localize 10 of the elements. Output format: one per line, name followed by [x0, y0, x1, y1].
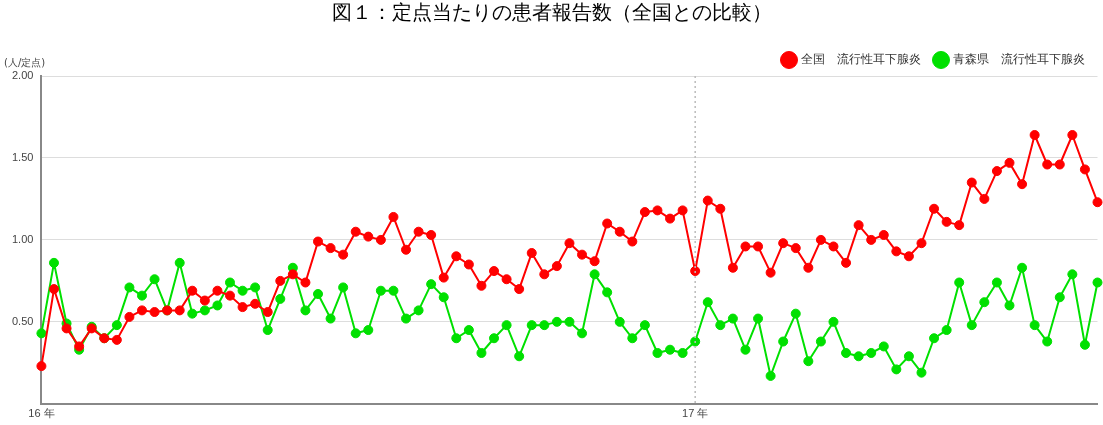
legend-label: 全国 流行性耳下腺炎 [801, 52, 921, 67]
y-tick-label: 2.00 [11, 69, 34, 82]
legend-label: 青森県 流行性耳下腺炎 [953, 52, 1085, 67]
y-tick-label: 1.00 [11, 232, 34, 245]
chart-title: 図１：定点当たりの患者報告数（全国との比較） [331, 0, 772, 25]
y-tick-label: 1.50 [11, 150, 34, 163]
x-tick-label: 16 年 [28, 407, 55, 420]
y-axis-title: (人/定点) [4, 56, 46, 68]
y-tick-label: 0.50 [11, 314, 34, 327]
x-tick-label: 17 年 [682, 407, 709, 420]
